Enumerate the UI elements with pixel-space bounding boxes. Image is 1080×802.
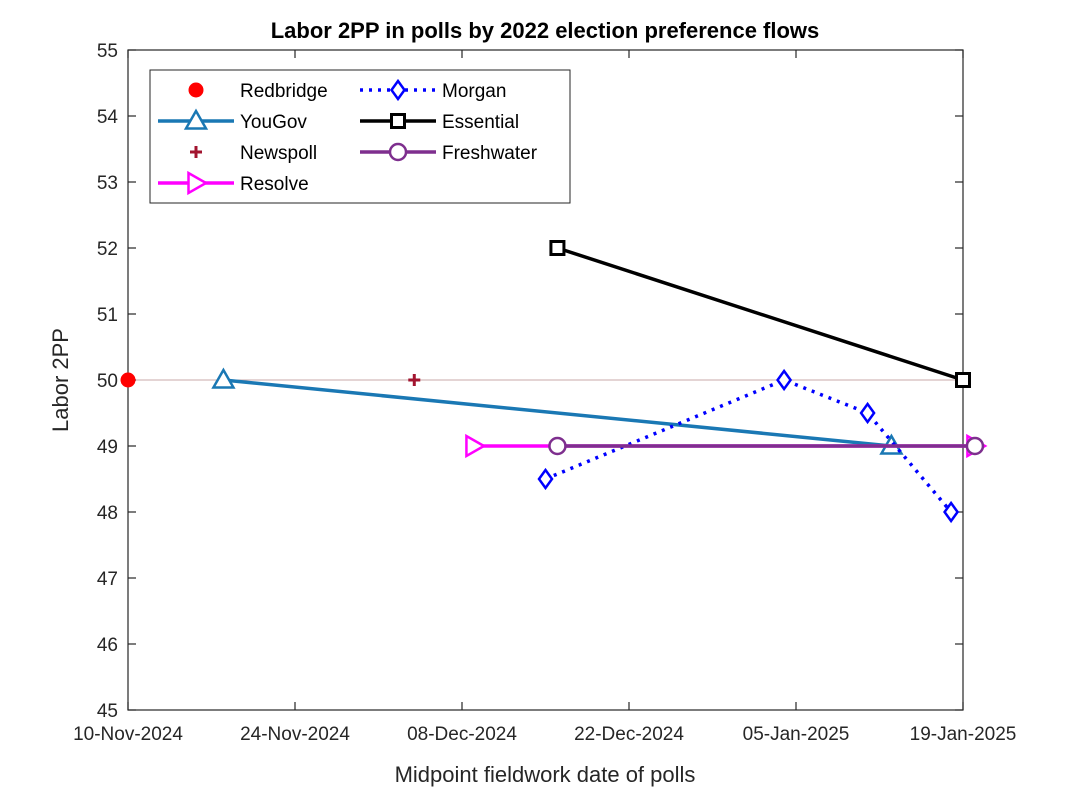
x-tick-label: 22-Dec-2024 (574, 724, 684, 745)
x-tick-label: 05-Jan-2025 (743, 724, 850, 745)
y-tick-label: 53 (97, 173, 118, 194)
legend-marker-freshwater (388, 142, 408, 162)
y-tick-label: 51 (97, 305, 118, 326)
legend-item-redbridge: Redbridge (188, 81, 328, 102)
data-point-morgan (776, 368, 793, 392)
series-essential (549, 240, 971, 388)
legend-item-essential: Essential (360, 112, 519, 133)
series-freshwater (548, 436, 985, 456)
series-newspoll (408, 374, 421, 386)
x-tick-label: 24-Nov-2024 (240, 724, 350, 745)
legend-marker-resolve (187, 170, 209, 196)
legend-item-yougov: YouGov (158, 108, 307, 133)
legend-marker-yougov (183, 108, 209, 130)
y-tick-label: 55 (97, 41, 118, 62)
legend-item-freshwater: Freshwater (360, 142, 538, 164)
x-axis-title: Midpoint fieldwork date of polls (395, 762, 696, 787)
data-point-morgan (859, 401, 876, 425)
chart-title: Labor 2PP in polls by 2022 election pref… (271, 18, 820, 43)
legend-marker-morgan (389, 78, 407, 102)
legend-label-yougov: YouGov (240, 112, 307, 133)
legend-item-morgan: Morgan (360, 78, 506, 102)
legend-label-freshwater: Freshwater (442, 143, 538, 164)
series-line-yougov (223, 378, 892, 448)
data-point-morgan (943, 500, 960, 524)
legend-label-redbridge: Redbridge (240, 81, 328, 102)
y-tick-label: 46 (97, 635, 118, 656)
legend-item-resolve: Resolve (158, 170, 309, 196)
plot-area: 45 46 47 48 49 50 51 52 53 54 55 10-Nov-2024 24-Nov-… (73, 41, 1016, 745)
y-tick-label: 54 (97, 107, 119, 128)
legend-label-resolve: Resolve (240, 174, 309, 195)
data-point-redbridge (120, 372, 136, 388)
y-tick-label: 52 (97, 239, 118, 260)
data-point-essential (549, 240, 566, 256)
data-point-resolve (465, 433, 487, 459)
series-line-essential (556, 246, 964, 382)
x-tick-label: 10-Nov-2024 (73, 724, 183, 745)
series-morgan (537, 368, 960, 524)
legend-box (149, 69, 571, 204)
x-tick-label: 19-Jan-2025 (910, 724, 1017, 745)
x-tick-label: 08-Dec-2024 (407, 724, 517, 745)
y-tick-label: 45 (97, 701, 118, 722)
legend-item-newspoll: Newspoll (190, 143, 317, 164)
legend-marker-redbridge (188, 82, 204, 98)
data-point-essential (955, 372, 971, 388)
y-tick-label: 49 (97, 437, 118, 458)
y-tick-label: 48 (97, 503, 118, 524)
legend-label-essential: Essential (442, 112, 519, 133)
data-point-morgan (537, 467, 554, 491)
legend: Redbridge Morgan YouGov Essential Newspoll Fr… (149, 69, 571, 204)
data-point-yougov (211, 367, 236, 389)
legend-marker-essential (390, 113, 406, 129)
series-redbridge (120, 372, 136, 388)
legend-label-morgan: Morgan (442, 81, 506, 102)
y-axis-title: Labor 2PP (48, 328, 73, 432)
data-point-freshwater (548, 436, 567, 456)
data-point-freshwater (965, 436, 985, 456)
legend-label-newspoll: Newspoll (240, 143, 317, 164)
y-tick-label: 47 (97, 569, 118, 590)
y-tick-label: 50 (97, 371, 118, 392)
